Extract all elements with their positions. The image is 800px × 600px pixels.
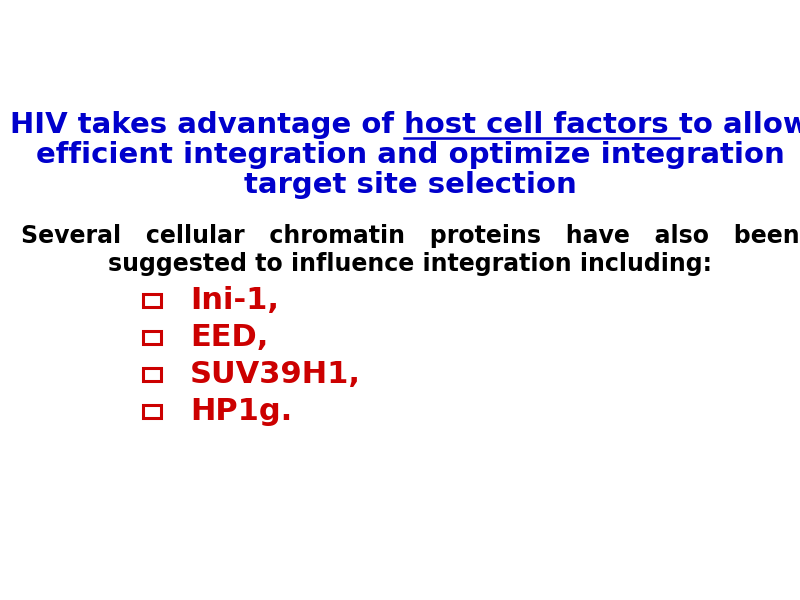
Bar — [143, 368, 161, 381]
Text: EED,: EED, — [190, 323, 268, 352]
Text: HIV takes advantage of: HIV takes advantage of — [10, 111, 404, 139]
Text: host cell factors: host cell factors — [273, 111, 547, 139]
Bar — [143, 331, 161, 344]
Text: SUV39H1,: SUV39H1, — [190, 360, 361, 389]
Text: Several   cellular   chromatin   proteins   have   also   been: Several cellular chromatin proteins have… — [21, 224, 799, 248]
Text: suggested to influence integration including:: suggested to influence integration inclu… — [108, 252, 712, 276]
Text: HIV takes advantage of: HIV takes advantage of — [213, 111, 607, 139]
Text: to allow: to allow — [345, 111, 475, 139]
Text: HP1g.: HP1g. — [190, 397, 292, 426]
Bar — [143, 294, 161, 307]
Text: HIV takes advantage of host cell factors to allow: HIV takes advantage of host cell factors… — [10, 111, 800, 139]
Text: to allow: to allow — [679, 111, 800, 139]
Text: Ini-1,: Ini-1, — [190, 286, 279, 315]
Bar — [143, 405, 161, 418]
Text: target site selection: target site selection — [244, 171, 576, 199]
Text: efficient integration and optimize integration: efficient integration and optimize integ… — [36, 141, 784, 169]
Text: host cell factors: host cell factors — [404, 111, 679, 139]
